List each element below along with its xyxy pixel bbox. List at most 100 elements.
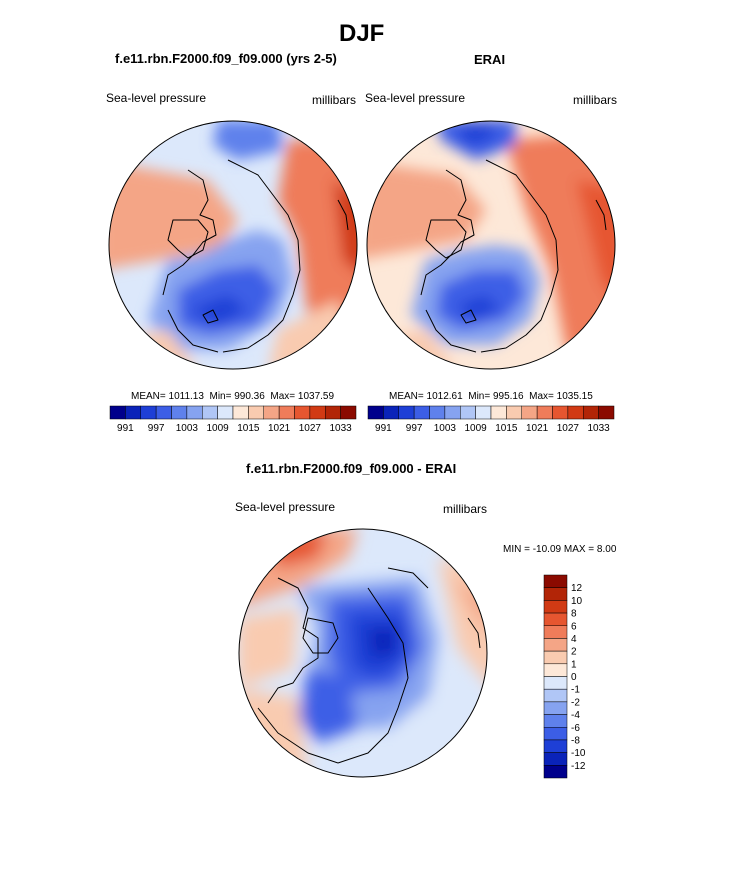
panel3-colorbar-tick-label: 0: [571, 672, 577, 683]
panel2-map: [366, 120, 616, 370]
panel1-mean: MEAN= 1011.13: [131, 391, 204, 402]
panel2-colorbar-swatch: [552, 405, 569, 420]
panel2-max: Max= 1035.15: [529, 391, 593, 402]
panel2-units-label: millibars: [573, 93, 618, 107]
panel1-colorbar-swatch: [248, 405, 264, 420]
panel2-colorbar-tick-label: 991: [375, 423, 392, 434]
panel3-colorbar-tick-label: -10: [571, 748, 586, 759]
panel3-colorbar-swatch: [543, 688, 568, 703]
panel1-colorbar-swatch: [340, 405, 357, 420]
panel2-colorbar-swatch: [444, 405, 461, 420]
panel2-colorbar-swatch: [429, 405, 446, 420]
panel3-colorbar-swatch: [543, 650, 568, 665]
panel1-colorbar-swatch: [171, 405, 188, 420]
panel3-colorbar-swatch: [543, 727, 568, 741]
panel3-map: [238, 528, 488, 778]
panel1-max: Max= 1037.59: [270, 391, 335, 402]
panel2-colorbar-tick-label: 1033: [588, 423, 611, 434]
panel3-colorbar-tick-label: 1: [571, 659, 577, 670]
panel2-variable-label: Sea-level pressure: [365, 91, 466, 105]
panel1-colorbar-tick-label: 1009: [207, 423, 230, 434]
panel2-colorbar-swatch: [413, 405, 430, 420]
panel1-min: Min= 990.36: [209, 391, 265, 402]
panel3-minmax: MIN = -10.09 MAX = 8.00: [503, 544, 617, 555]
panel3-colorbar-tick-label: 12: [571, 583, 583, 594]
panel2-colorbar: 991 997 1003 1009 1015 1021 1027 1033: [367, 405, 615, 434]
figure-title: DJF: [339, 20, 385, 47]
panel1-colorbar-swatch: [263, 405, 280, 420]
panel2-colorbar-swatch: [460, 405, 476, 420]
panel3-colorbar-tick-label: 6: [571, 621, 577, 632]
panel1-colorbar-tick-label: 1021: [268, 423, 291, 434]
panel3-colorbar-tick-label: -8: [571, 735, 580, 746]
panel2-stats: MEAN= 1012.61 Min= 995.16 Max= 1035.15: [389, 391, 593, 402]
panel2-colorbar-swatch: [367, 405, 384, 420]
panel3-colorbar-swatch: [543, 701, 568, 715]
left-panel-title: f.e11.rbn.F2000.f09_f09.000 (yrs 2-5): [115, 51, 337, 66]
panel2-colorbar-tick-label: 1003: [434, 423, 457, 434]
panel3-colorbar-tick-label: -6: [571, 723, 580, 734]
panel3-colorbar-swatch: [543, 638, 568, 652]
panel2-colorbar-tick-label: 1027: [557, 423, 580, 434]
panel2-colorbar-tick-label: 1021: [526, 423, 549, 434]
panel3-colorbar-swatch: [543, 663, 568, 677]
panel3-colorbar-swatch: [543, 600, 568, 614]
panel1-colorbar-swatch: [202, 405, 218, 420]
panel3-colorbar-swatch: [543, 739, 568, 753]
panel3-colorbar-swatch: [543, 714, 568, 728]
panel1-colorbar-swatch: [278, 405, 295, 420]
panel2-colorbar-swatch: [521, 405, 538, 420]
panel1-colorbar-tick-label: 991: [117, 423, 134, 434]
panel3-units-label: millibars: [443, 502, 488, 516]
panel3-colorbar-swatch: [543, 765, 568, 779]
panel1-colorbar-swatch: [140, 405, 157, 420]
panel1-stats: MEAN= 1011.13 Min= 990.36 Max= 1037.59: [131, 391, 334, 402]
panel2-min: Min= 995.16: [468, 391, 524, 402]
panel1-colorbar-tick-label: 1015: [237, 423, 260, 434]
panel2-colorbar-tick-label: 997: [406, 423, 423, 434]
panel3-colorbar-tick-label: 4: [571, 634, 577, 645]
panel3-colorbar-tick-label: 8: [571, 609, 577, 620]
panel1-colorbar-tick-label: 1027: [299, 423, 322, 434]
panel3-variable-label: Sea-level pressure: [235, 500, 336, 514]
panel3-colorbar-swatch: [543, 625, 568, 639]
panel3-colorbar-swatch: [543, 752, 568, 766]
panel3-colorbar-tick-label: -12: [571, 761, 586, 772]
panel2-mean: MEAN= 1012.61: [389, 391, 463, 402]
panel1-colorbar-swatch: [217, 405, 234, 420]
panel1-map: [108, 120, 358, 370]
panel2-colorbar-swatch: [583, 405, 599, 420]
panel1-colorbar-tick-label: 1033: [330, 423, 353, 434]
panel2-colorbar-swatch: [398, 405, 415, 420]
panel2-colorbar-tick-label: 1015: [495, 423, 518, 434]
panel2-colorbar-tick-label: 1009: [465, 423, 488, 434]
panel2-colorbar-swatch: [506, 405, 522, 420]
panel2-colorbar-swatch: [383, 405, 399, 420]
panel1-colorbar-swatch: [232, 405, 249, 420]
panel3-colorbar-tick-label: 10: [571, 596, 583, 607]
panel2-colorbar-swatch: [598, 405, 615, 420]
panel2-colorbar-swatch: [490, 405, 507, 420]
panel2-colorbar-swatch: [536, 405, 553, 420]
panel1-variable-label: Sea-level pressure: [106, 91, 207, 105]
panel2-colorbar-swatch: [475, 405, 492, 420]
panel1-colorbar-swatch: [125, 405, 141, 420]
panel1-colorbar-swatch: [155, 405, 172, 420]
difference-panel-title: f.e11.rbn.F2000.f09_f09.000 - ERAI: [246, 461, 457, 476]
panel2-colorbar-swatch: [567, 405, 584, 420]
panel1-colorbar-swatch: [186, 405, 203, 420]
right-panel-title: ERAI: [474, 52, 506, 67]
panel1-units-label: millibars: [312, 93, 357, 107]
panel3-colorbar-tick-label: -1: [571, 685, 580, 696]
panel3-colorbar-swatch: [543, 612, 568, 626]
panel1-colorbar-tick-label: 1003: [176, 423, 199, 434]
panel1-colorbar-tick-label: 997: [148, 423, 165, 434]
panel3-colorbar-tick-label: -2: [571, 697, 580, 708]
panel3-colorbar-swatch: [543, 676, 568, 690]
panel3-colorbar-swatch: [543, 574, 568, 588]
panel3-colorbar-tick-label: -4: [571, 710, 580, 721]
panel1-colorbar-swatch: [309, 405, 326, 420]
panel3-colorbar-swatch: [543, 587, 568, 601]
panel3-colorbar-tick-label: 2: [571, 647, 577, 658]
